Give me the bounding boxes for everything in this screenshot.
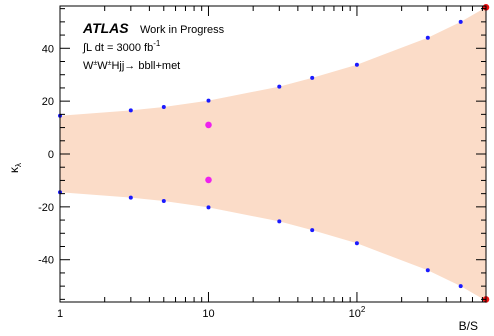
x-tick-label: 102 xyxy=(349,305,366,320)
plot-area: 1 10 102 -40 -20 0 20 40 xyxy=(38,4,490,320)
y-tick-label: 20 xyxy=(42,96,54,108)
data-point-s0-2 xyxy=(161,105,166,109)
x-tick-label: 1 xyxy=(57,308,63,320)
data-point-s1-0 xyxy=(205,121,212,129)
data-point-s0-11 xyxy=(161,199,166,203)
annotation: ATLAS Work in Progress ∫L dt = 3000 fb-1… xyxy=(82,20,225,72)
data-point-s0-5 xyxy=(310,75,315,80)
data-point-s0-8 xyxy=(458,19,463,24)
luminosity-label: ∫L dt = 3000 fb-1 xyxy=(82,39,161,54)
x-tick-label: 10 xyxy=(202,308,214,320)
y-tick-label: -40 xyxy=(38,255,54,267)
y-tick-label: 40 xyxy=(42,43,54,55)
atlas-label: ATLAS xyxy=(82,20,129,36)
data-point-s0-12 xyxy=(206,205,211,210)
y-axis-title: κλ xyxy=(7,163,23,173)
data-point-s0-4 xyxy=(277,84,282,89)
x-axis-ticks: 1 10 102 xyxy=(57,6,483,320)
x-axis-title: B/S xyxy=(459,319,478,333)
data-point-s1-1 xyxy=(205,176,212,184)
y-axis-ticks: -40 -20 0 20 40 xyxy=(38,8,486,300)
data-point-s0-14 xyxy=(310,228,315,233)
data-point-s0-13 xyxy=(277,219,282,224)
process-label: W±W±Hjj→ bbll+met xyxy=(83,60,180,72)
data-point-s0-10 xyxy=(128,195,133,200)
y-tick-label: -20 xyxy=(38,202,54,214)
data-point-s0-7 xyxy=(425,35,430,40)
data-point-s0-1 xyxy=(128,108,133,113)
work-in-progress-label: Work in Progress xyxy=(140,24,225,36)
data-point-s0-3 xyxy=(206,98,211,103)
data-point-s0-16 xyxy=(425,268,430,273)
data-point-s0-15 xyxy=(354,241,359,246)
data-point-s0-17 xyxy=(458,284,463,289)
y-tick-label: 0 xyxy=(48,149,54,161)
data-point-s0-6 xyxy=(354,62,359,67)
confidence-band xyxy=(60,7,486,301)
